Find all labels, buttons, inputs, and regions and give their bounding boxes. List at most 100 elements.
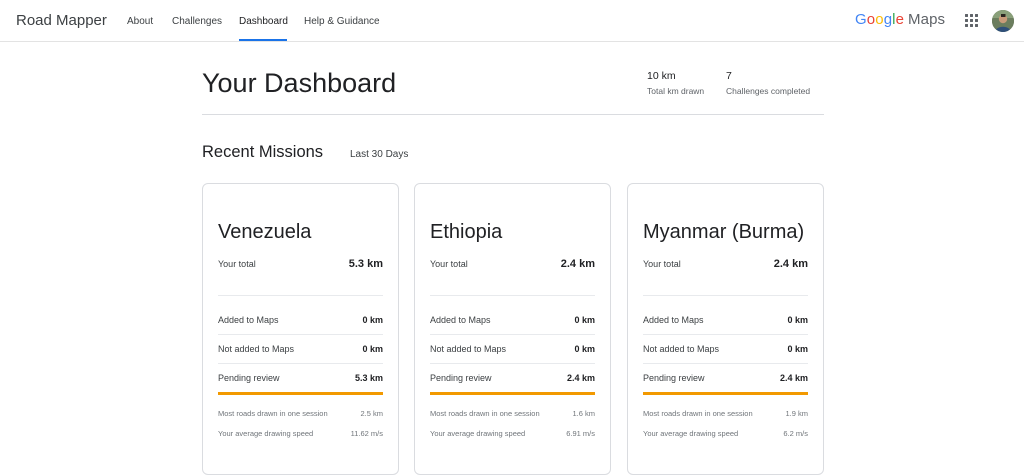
added-label: Added to Maps xyxy=(643,315,704,325)
avg-speed-label: Your average drawing speed xyxy=(218,429,314,438)
pending-row: Pending review 5.3 km xyxy=(218,373,383,383)
total-label: Your total xyxy=(430,259,468,269)
avg-speed-value: 11.62 m/s xyxy=(350,429,383,438)
added-row: Added to Maps 0 km xyxy=(430,315,595,325)
not-added-row: Not added to Maps 0 km xyxy=(218,344,383,354)
most-roads-value: 1.6 km xyxy=(572,409,595,418)
card-country: Venezuela xyxy=(218,221,312,243)
avg-speed-row: Your average drawing speed 11.62 m/s xyxy=(218,429,383,438)
mission-card-ethiopia[interactable]: Ethiopia Your total 2.4 km Added to Maps 0… xyxy=(414,183,611,475)
pending-label: Pending review xyxy=(430,373,492,383)
stat-value: 7 xyxy=(726,70,732,82)
not-added-row: Not added to Maps 0 km xyxy=(430,344,595,354)
mission-card-venezuela[interactable]: Venezuela Your total 5.3 km Added to Maps… xyxy=(202,183,399,475)
logo-letter: g xyxy=(883,11,893,28)
pending-progress-bar xyxy=(218,392,383,395)
page-title: Your Dashboard xyxy=(202,68,397,98)
stat-total-km: 10 km Total km drawn xyxy=(647,70,704,96)
pending-value: 2.4 km xyxy=(566,373,595,383)
pending-row: Pending review 2.4 km xyxy=(643,373,808,383)
divider xyxy=(643,295,808,296)
avg-speed-label: Your average drawing speed xyxy=(430,429,526,438)
pending-value: 2.4 km xyxy=(779,373,808,383)
google-maps-logo[interactable]: Google Maps xyxy=(855,11,945,28)
not-added-row: Not added to Maps 0 km xyxy=(643,344,808,354)
google-logo-text: Google xyxy=(855,11,904,28)
stat-label: Challenges completed xyxy=(726,86,811,96)
avg-speed-label: Your average drawing speed xyxy=(643,429,739,438)
divider xyxy=(430,295,595,296)
not-added-value: 0 km xyxy=(574,344,595,354)
pending-progress-bar xyxy=(643,392,808,395)
divider xyxy=(643,363,808,364)
period-label: Last 30 Days xyxy=(350,149,409,160)
added-label: Added to Maps xyxy=(218,315,279,325)
most-roads-label: Most roads drawn in one session xyxy=(218,409,328,418)
most-roads-row: Most roads drawn in one session 2.5 km xyxy=(218,409,383,418)
avatar[interactable] xyxy=(992,10,1014,32)
divider xyxy=(430,334,595,335)
card-country: Ethiopia xyxy=(430,221,503,243)
total-row: Your total 2.4 km xyxy=(430,258,595,270)
logo-letter: G xyxy=(855,11,867,28)
divider xyxy=(218,363,383,364)
added-value: 0 km xyxy=(574,315,595,325)
logo-letter: o xyxy=(875,11,884,28)
nav-link-about[interactable]: About xyxy=(127,16,154,27)
progress-fill xyxy=(218,392,383,395)
most-roads-value: 1.9 km xyxy=(785,409,808,418)
most-roads-label: Most roads drawn in one session xyxy=(430,409,540,418)
total-value: 5.3 km xyxy=(348,258,383,270)
active-tab-indicator xyxy=(239,39,287,41)
maps-logo-text: Maps xyxy=(908,11,946,28)
apps-grid-icon[interactable] xyxy=(965,14,978,27)
added-value: 0 km xyxy=(787,315,808,325)
added-value: 0 km xyxy=(362,315,383,325)
nav-link-challenges[interactable]: Challenges xyxy=(172,16,223,27)
logo-letter: o xyxy=(866,11,876,28)
pending-value: 5.3 km xyxy=(354,373,383,383)
pending-row: Pending review 2.4 km xyxy=(430,373,595,383)
total-value: 2.4 km xyxy=(773,258,808,270)
not-added-label: Not added to Maps xyxy=(430,344,507,354)
top-navigation-bar: Road Mapper About Challenges Dashboard H… xyxy=(0,0,1024,42)
total-row: Your total 2.4 km xyxy=(643,258,808,270)
avg-speed-value: 6.91 m/s xyxy=(566,429,595,438)
pending-label: Pending review xyxy=(643,373,705,383)
avatar-image xyxy=(992,10,1014,32)
app-title[interactable]: Road Mapper xyxy=(16,12,107,29)
avg-speed-row: Your average drawing speed 6.2 m/s xyxy=(643,429,808,438)
stat-challenges-completed: 7 Challenges completed xyxy=(726,70,810,96)
most-roads-row: Most roads drawn in one session 1.9 km xyxy=(643,409,808,418)
total-label: Your total xyxy=(643,259,681,269)
most-roads-value: 2.5 km xyxy=(360,409,383,418)
divider xyxy=(430,363,595,364)
progress-fill xyxy=(430,392,595,395)
section-title: Recent Missions xyxy=(202,143,324,161)
divider xyxy=(218,295,383,296)
added-label: Added to Maps xyxy=(430,315,491,325)
divider xyxy=(643,334,808,335)
added-row: Added to Maps 0 km xyxy=(218,315,383,325)
logo-letter: l xyxy=(892,11,896,28)
most-roads-label: Most roads drawn in one session xyxy=(643,409,753,418)
total-row: Your total 5.3 km xyxy=(218,258,383,270)
total-value: 2.4 km xyxy=(560,258,595,270)
progress-fill xyxy=(643,392,808,395)
avg-speed-row: Your average drawing speed 6.91 m/s xyxy=(430,429,595,438)
nav-link-dashboard[interactable]: Dashboard xyxy=(239,16,288,27)
added-row: Added to Maps 0 km xyxy=(643,315,808,325)
mission-card-myanmar[interactable]: Myanmar (Burma) Your total 2.4 km Added t… xyxy=(627,183,824,475)
not-added-value: 0 km xyxy=(362,344,383,354)
avg-speed-value: 6.2 m/s xyxy=(783,429,808,438)
total-label: Your total xyxy=(218,259,256,269)
stat-label: Total km drawn xyxy=(647,86,705,96)
not-added-value: 0 km xyxy=(787,344,808,354)
nav-link-help-guidance[interactable]: Help & Guidance xyxy=(304,16,380,27)
divider xyxy=(218,334,383,335)
not-added-label: Not added to Maps xyxy=(218,344,295,354)
most-roads-row: Most roads drawn in one session 1.6 km xyxy=(430,409,595,418)
divider xyxy=(202,114,824,115)
pending-label: Pending review xyxy=(218,373,280,383)
card-country: Myanmar (Burma) xyxy=(643,221,805,243)
